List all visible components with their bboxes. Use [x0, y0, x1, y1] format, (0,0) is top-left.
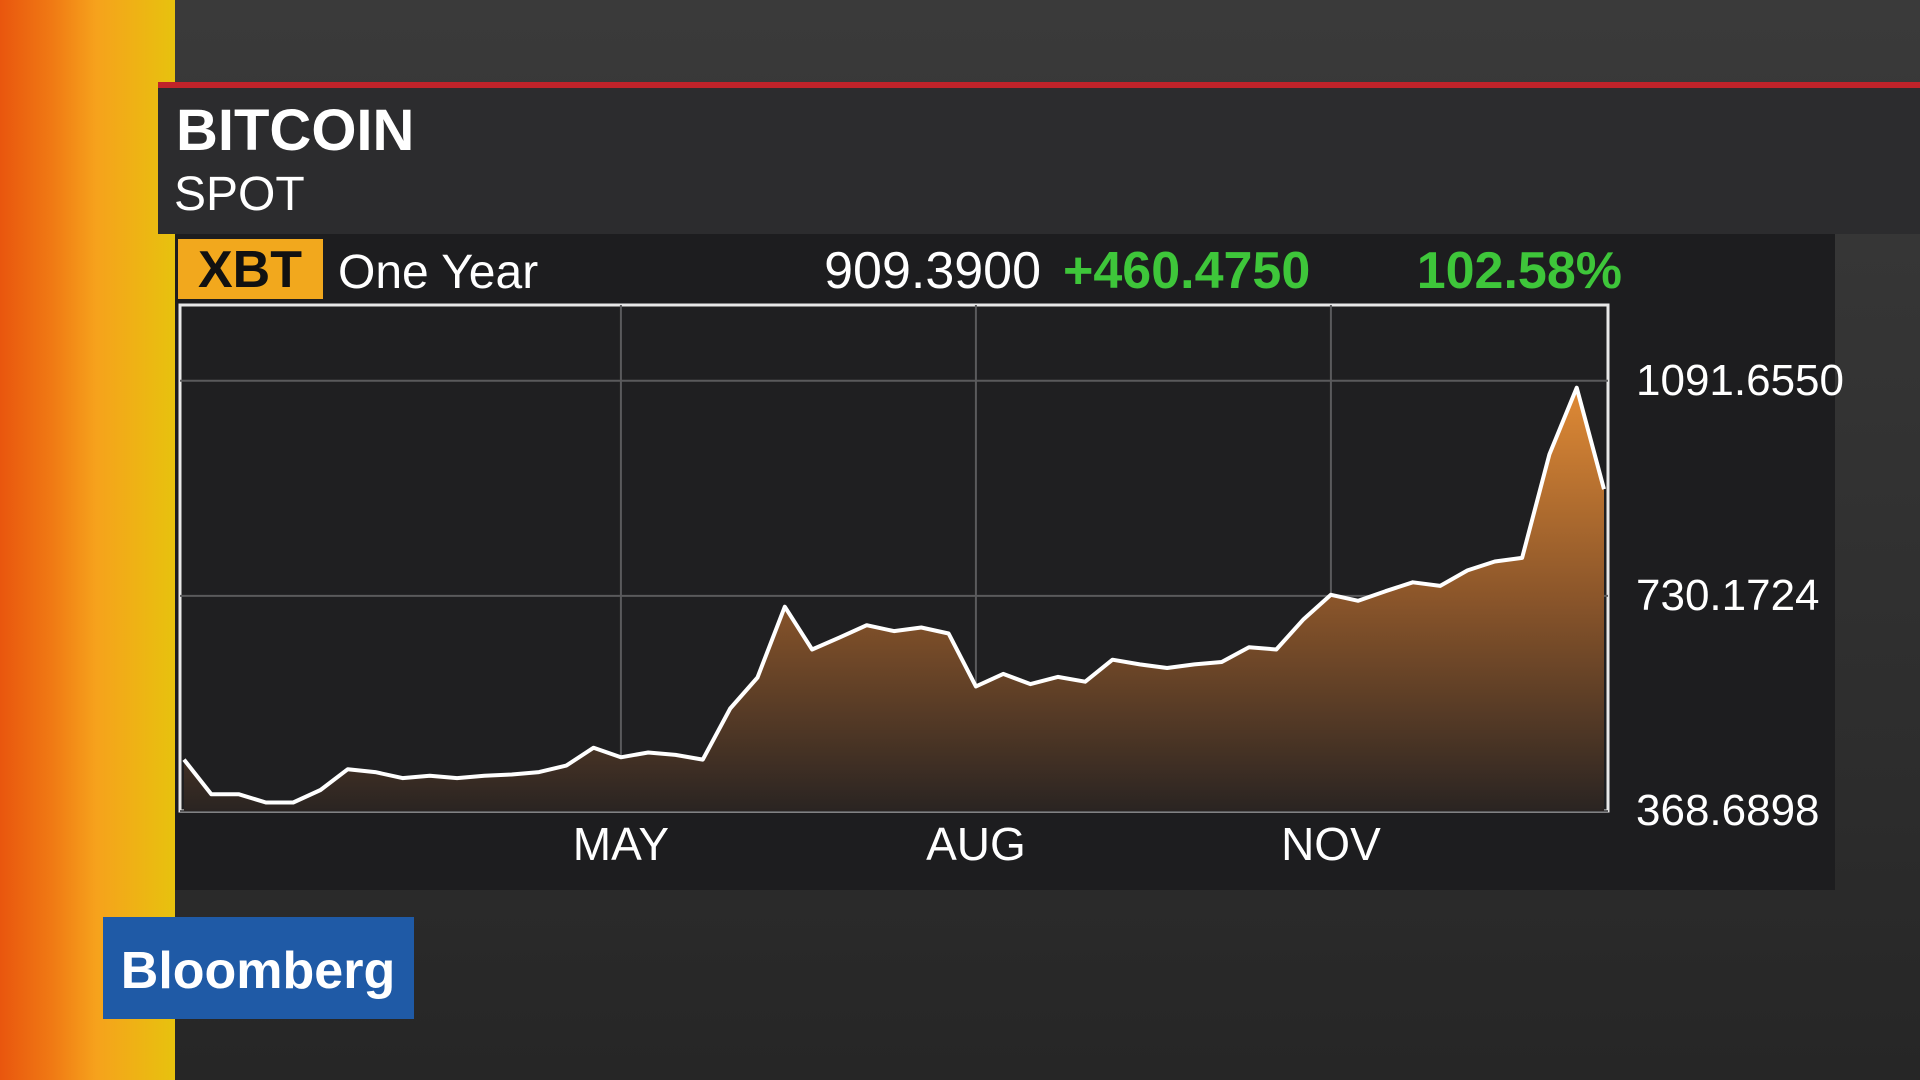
- net-change: +460.4750: [1063, 242, 1310, 300]
- header-rule: [158, 82, 1920, 88]
- ticker: XBT: [198, 241, 302, 299]
- side-bar: [0, 0, 175, 1080]
- y-tick-label: 1091.6550: [1636, 356, 1844, 405]
- x-tick-label: MAY: [573, 818, 669, 870]
- pct-change: 102.58%: [1417, 242, 1622, 300]
- brand: Bloomberg: [121, 942, 395, 1000]
- price-line: [182, 385, 1606, 805]
- period: One Year: [338, 246, 538, 299]
- y-tick-label: 730.1724: [1636, 571, 1820, 620]
- plot: 368.6898 730.1724 1091.6550 MAY AUG NOV: [180, 305, 1844, 870]
- x-tick-label: AUG: [926, 818, 1026, 870]
- header-band: [158, 82, 1920, 234]
- subtitle: SPOT: [174, 168, 305, 221]
- area-fill: [184, 387, 1604, 811]
- y-tick-label: 368.6898: [1636, 786, 1820, 835]
- title: BITCOIN: [176, 98, 414, 163]
- last-price: 909.3900: [824, 242, 1041, 300]
- ticker-box: [178, 239, 323, 299]
- x-tick-label: NOV: [1281, 818, 1381, 870]
- brand-box: [103, 917, 414, 1019]
